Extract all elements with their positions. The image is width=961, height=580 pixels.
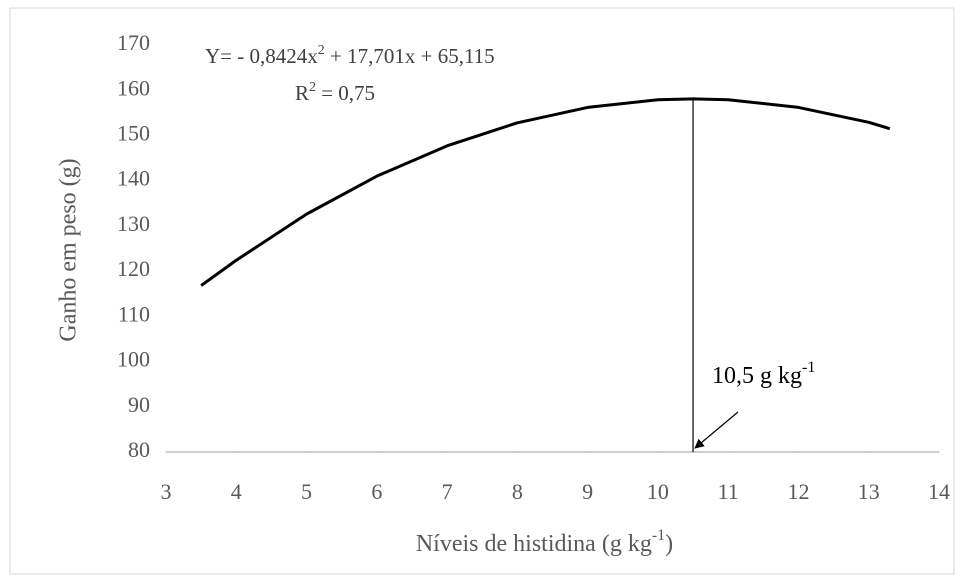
marker-label: 10,5 g kg-1 <box>712 359 815 388</box>
y-axis-label: Ganho em peso (g) <box>56 158 82 341</box>
r-squared-part: 2 <box>309 80 316 95</box>
equation-part: Y= - 0,8424x <box>205 44 318 68</box>
y-tick-label: 90 <box>128 392 150 417</box>
x-tick-label: 7 <box>442 479 453 504</box>
x-tick-label: 8 <box>512 479 523 504</box>
x-tick-label: 11 <box>718 479 739 504</box>
y-tick-label: 100 <box>117 347 150 372</box>
x-tick-label: 4 <box>231 479 242 504</box>
x-tick-label: 14 <box>928 479 950 504</box>
equation-part: + 17,701x + 65,115 <box>325 44 495 68</box>
x-axis-label: Níveis de histidina (g kg-1) <box>416 527 673 556</box>
x-axis-label-part: -1 <box>652 527 665 544</box>
y-tick-label: 130 <box>117 211 150 236</box>
y-tick-label: 120 <box>117 256 150 281</box>
y-tick-label: 140 <box>117 166 150 191</box>
r-squared-part: R <box>295 81 309 105</box>
y-tick-label: 150 <box>117 120 150 145</box>
x-tick-label: 13 <box>858 479 880 504</box>
equation-part: 2 <box>318 43 325 58</box>
y-tick-label: 170 <box>117 30 150 55</box>
x-tick-label: 6 <box>371 479 382 504</box>
marker-label-part: -1 <box>802 359 815 376</box>
x-tick-label: 3 <box>161 479 172 504</box>
x-axis-label-part: Níveis de histidina (g kg <box>416 531 652 557</box>
x-tick-label: 10 <box>647 479 669 504</box>
chart-border <box>9 7 955 575</box>
r-squared: R2 = 0,75 <box>295 80 375 105</box>
r-squared-part: = 0,75 <box>316 81 375 105</box>
equation: Y= - 0,8424x2 + 17,701x + 65,115 <box>205 43 495 68</box>
x-axis-label-part: ) <box>665 531 673 557</box>
x-tick-label: 5 <box>301 479 312 504</box>
x-tick-label: 9 <box>582 479 593 504</box>
y-tick-label: 80 <box>128 437 150 462</box>
x-tick-label: 12 <box>787 479 809 504</box>
marker-label-part: 10,5 g kg <box>712 363 802 389</box>
y-tick-label: 160 <box>117 75 150 100</box>
y-tick-label: 110 <box>118 301 150 326</box>
line-series <box>200 97 891 287</box>
marker-arrow <box>694 411 739 449</box>
